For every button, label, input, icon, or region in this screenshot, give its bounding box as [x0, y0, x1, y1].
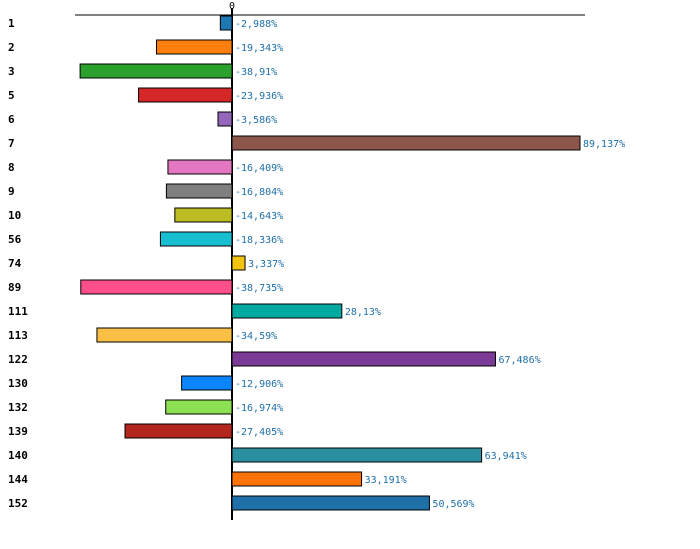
- value-label: -2,988%: [235, 19, 277, 30]
- category-label: 10: [8, 209, 21, 222]
- category-label: 89: [8, 281, 21, 294]
- category-label: 9: [8, 185, 15, 198]
- bar: [231, 303, 343, 319]
- category-label: 111: [8, 305, 28, 318]
- bar: [155, 39, 233, 55]
- value-label: -27,405%: [235, 427, 283, 438]
- bar: [231, 447, 483, 463]
- bar: [231, 495, 430, 511]
- category-label: 140: [8, 449, 28, 462]
- category-label: 6: [8, 113, 15, 126]
- bar: [138, 87, 233, 103]
- zero-tick-label: 0: [229, 1, 235, 12]
- bar: [165, 399, 233, 415]
- category-label: 152: [8, 497, 28, 510]
- category-label: 113: [8, 329, 28, 342]
- value-label: 33,191%: [365, 475, 407, 486]
- value-label: 89,137%: [583, 139, 625, 150]
- category-label: 144: [8, 473, 28, 486]
- value-label: -16,409%: [235, 163, 283, 174]
- bar: [217, 111, 233, 127]
- category-label: 122: [8, 353, 28, 366]
- category-label: 56: [8, 233, 22, 246]
- bar: [174, 207, 233, 223]
- bar: [167, 159, 233, 175]
- value-label: -19,343%: [235, 43, 283, 54]
- category-label: 3: [8, 65, 15, 78]
- bar: [181, 375, 233, 391]
- value-label: -34,59%: [235, 331, 277, 342]
- bar: [96, 327, 233, 343]
- category-label: 130: [8, 377, 28, 390]
- category-label: 2: [8, 41, 15, 54]
- bar: [231, 255, 246, 271]
- value-label: -38,735%: [235, 283, 283, 294]
- category-label: 7: [8, 137, 15, 150]
- category-label: 139: [8, 425, 28, 438]
- value-label: 50,569%: [432, 499, 474, 510]
- bar: [231, 351, 496, 367]
- bar: [124, 423, 233, 439]
- category-label: 74: [8, 257, 22, 270]
- value-label: -3,586%: [235, 115, 277, 126]
- value-label: 63,941%: [485, 451, 527, 462]
- value-label: -14,643%: [235, 211, 283, 222]
- category-label: 5: [8, 89, 15, 102]
- bar: [165, 183, 233, 199]
- value-label: 67,486%: [498, 355, 540, 366]
- category-label: 132: [8, 401, 28, 414]
- value-label: -38,91%: [235, 67, 277, 78]
- bar: [80, 279, 233, 295]
- value-label: -16,974%: [235, 403, 283, 414]
- value-label: 28,13%: [345, 307, 381, 318]
- category-label: 1: [8, 17, 15, 30]
- bar: [159, 231, 233, 247]
- bar: [231, 471, 363, 487]
- value-label: -23,936%: [235, 91, 283, 102]
- bars-group: 1 -2,988% 2 -19,343% 3 -38,91% 5 -23,936% 6 -3,58…: [8, 15, 625, 511]
- bar: [79, 63, 233, 79]
- value-label: -12,906%: [235, 379, 283, 390]
- bar: [231, 135, 581, 151]
- value-label: -16,804%: [235, 187, 283, 198]
- category-label: 8: [8, 161, 15, 174]
- value-label: -18,336%: [235, 235, 283, 246]
- bar: [219, 15, 233, 31]
- value-label: 3,337%: [248, 259, 284, 270]
